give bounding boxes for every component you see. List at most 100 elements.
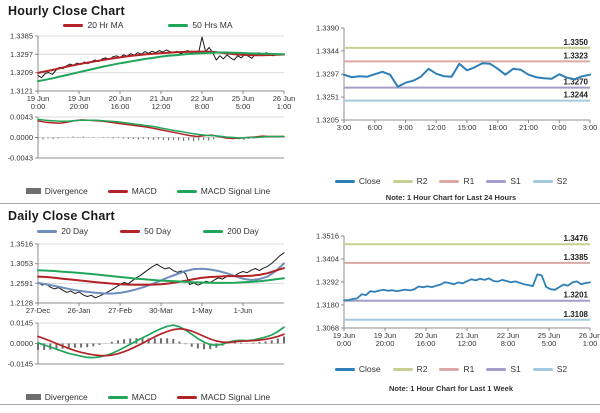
legend-label: S2 — [556, 176, 568, 186]
bar-swatch-divergence — [25, 188, 41, 194]
svg-text:1.2591: 1.2591 — [10, 279, 33, 288]
line-swatch-50-hrs-ma — [168, 23, 189, 27]
svg-text:20 Jun: 20 Jun — [415, 331, 438, 340]
daily-macd-chart: 0.0145 0.0000 -0.0145 — [8, 319, 285, 369]
svg-text:26-Jan: 26-Jan — [68, 306, 91, 315]
svg-text:30-Mar: 30-Mar — [149, 306, 173, 315]
svg-text:26 Jun: 26 Jun — [273, 94, 296, 103]
line-swatch-r1 — [439, 179, 460, 183]
svg-text:1.2128: 1.2128 — [10, 299, 33, 308]
legend-label: R1 — [463, 176, 475, 186]
svg-text:18:00: 18:00 — [488, 123, 507, 132]
hourly-macd-chart: 0.0043 0.0000 -0.0043 — [8, 113, 285, 163]
svg-text:20:00: 20:00 — [70, 102, 89, 111]
svg-text:1.3292: 1.3292 — [316, 278, 339, 287]
svg-text:3:00: 3:00 — [337, 123, 352, 132]
legend-item: S2 — [532, 176, 568, 186]
hourly-macd-legend: Divergence MACD MACD Signal Line — [0, 186, 296, 196]
hourly-chart-title: Hourly Close Chart — [8, 4, 125, 18]
legend-item: R1 — [439, 364, 474, 374]
svg-text:9:00: 9:00 — [398, 123, 413, 132]
legend-item: 20 Hr MA — [63, 20, 123, 30]
svg-text:1:00: 1:00 — [583, 339, 598, 348]
legend-label: 200 Day — [227, 226, 259, 236]
svg-text:1.3516: 1.3516 — [10, 240, 33, 249]
svg-text:25 Jun: 25 Jun — [538, 331, 561, 340]
svg-text:20:00: 20:00 — [376, 339, 395, 348]
bar-swatch-divergence — [25, 394, 41, 400]
line-swatch-s2 — [532, 179, 553, 183]
svg-text:1.3209: 1.3209 — [10, 68, 33, 77]
svg-text:25 Jun: 25 Jun — [232, 94, 255, 103]
svg-text:12:00: 12:00 — [427, 123, 446, 132]
svg-text:1.3121: 1.3121 — [10, 87, 33, 96]
svg-text:22 Jun: 22 Jun — [191, 94, 214, 103]
line-swatch-20-day — [37, 229, 58, 233]
legend-label: S1 — [510, 364, 521, 374]
legend-item: MACD — [107, 186, 157, 196]
svg-text:0:00: 0:00 — [552, 123, 567, 132]
legend-item: S2 — [532, 364, 567, 374]
svg-text:1.3390: 1.3390 — [316, 24, 339, 33]
svg-text:22 Jun: 22 Jun — [497, 331, 520, 340]
legend-label: MACD Signal Line — [200, 392, 271, 402]
legend-label: Close — [358, 364, 381, 374]
svg-text:1-Jun: 1-Jun — [234, 306, 253, 315]
svg-text:1.3404: 1.3404 — [316, 255, 339, 264]
line-swatch-s2 — [532, 367, 553, 371]
legend-item: Divergence — [25, 186, 88, 196]
legend-item: 200 Day — [203, 226, 259, 236]
svg-text:-0.0145: -0.0145 — [8, 360, 33, 369]
legend-label: 20 Hr MA — [87, 20, 124, 30]
line-swatch-r2 — [392, 367, 413, 371]
pivot-week-legend: Close R2 R1 S1 S2 — [304, 364, 598, 374]
line-swatch-macd-signal-line — [176, 395, 197, 399]
svg-text:1.3053: 1.3053 — [10, 259, 33, 268]
legend-label: Divergence — [44, 186, 88, 196]
legend-item: MACD — [107, 392, 157, 402]
svg-text:1.3323: 1.3323 — [564, 51, 589, 60]
pivot-24h-legend: Close R2 R1 S1 S2 — [304, 176, 598, 186]
legend-item: 50 Day — [120, 226, 171, 236]
svg-text:0.0000: 0.0000 — [10, 339, 33, 348]
legend-item: MACD Signal Line — [176, 186, 271, 196]
svg-text:0.0000: 0.0000 — [10, 133, 33, 142]
svg-text:21 Jun: 21 Jun — [150, 94, 173, 103]
horizontal-divider-top — [0, 203, 600, 204]
line-swatch-macd-signal-line — [176, 189, 197, 193]
svg-text:0.0145: 0.0145 — [10, 319, 33, 328]
legend-item: R2 — [392, 364, 427, 374]
horizontal-divider-bottom — [0, 404, 600, 405]
svg-text:1.3385: 1.3385 — [564, 253, 589, 262]
svg-text:1.3251: 1.3251 — [316, 93, 339, 102]
line-swatch-50-day — [120, 229, 141, 233]
svg-text:19 Jun: 19 Jun — [27, 94, 50, 103]
line-swatch-r1 — [439, 367, 460, 371]
svg-text:3:00: 3:00 — [583, 123, 598, 132]
svg-text:20 Jun: 20 Jun — [109, 94, 132, 103]
line-swatch-20-hr-ma — [63, 23, 84, 27]
svg-text:15:00: 15:00 — [458, 123, 477, 132]
legend-label: Close — [358, 176, 381, 186]
svg-text:6:00: 6:00 — [367, 123, 382, 132]
legend-label: 50 Day — [144, 226, 172, 236]
legend-item: Close — [334, 176, 381, 186]
line-swatch-r2 — [392, 179, 413, 183]
svg-text:5:00: 5:00 — [236, 102, 251, 111]
svg-text:8:00: 8:00 — [501, 339, 516, 348]
line-swatch-close — [334, 367, 355, 371]
svg-text:27-Dec: 27-Dec — [26, 306, 50, 315]
pivot-24h-note: Note: 1 Hour Chart for Last 24 Hours — [385, 193, 517, 202]
svg-text:21 Jun: 21 Jun — [456, 331, 479, 340]
svg-text:16:00: 16:00 — [417, 339, 436, 348]
svg-text:1.3476: 1.3476 — [564, 234, 589, 243]
svg-text:19 Jun: 19 Jun — [333, 331, 356, 340]
legend-label: R2 — [416, 176, 428, 186]
legend-label: MACD Signal Line — [200, 186, 271, 196]
svg-text:27-Feb: 27-Feb — [108, 306, 132, 315]
legend-item: Divergence — [25, 392, 88, 402]
daily-macd-legend: Divergence MACD MACD Signal Line — [0, 392, 296, 402]
